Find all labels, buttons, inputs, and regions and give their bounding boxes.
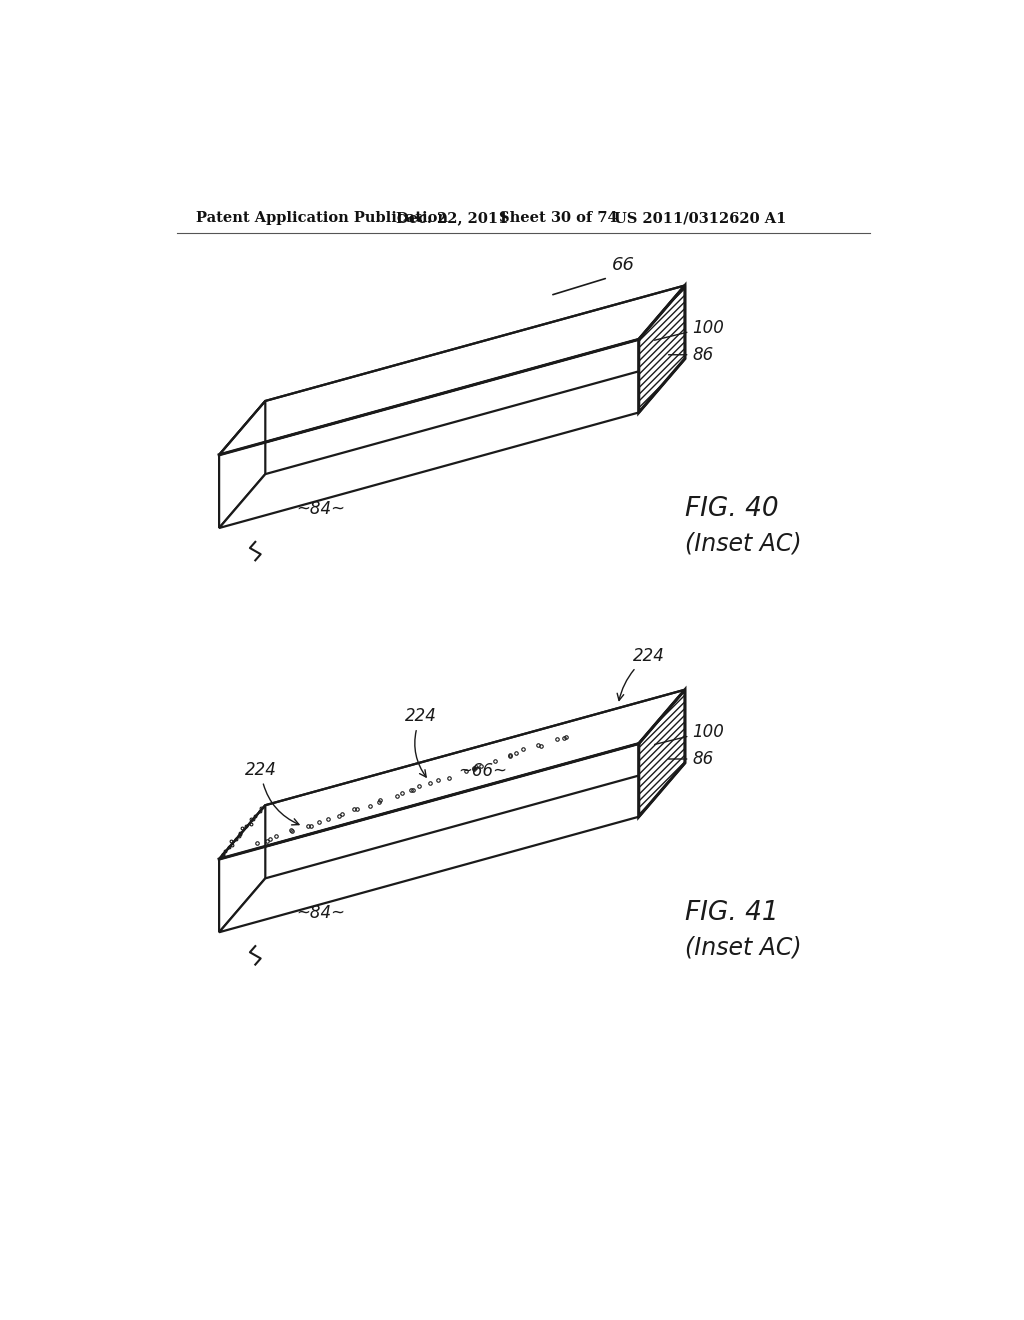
Text: 224: 224 xyxy=(245,760,299,825)
Text: FIG. 40: FIG. 40 xyxy=(685,496,778,521)
Polygon shape xyxy=(639,285,685,412)
Text: (Inset AC): (Inset AC) xyxy=(685,936,802,960)
Text: 224: 224 xyxy=(617,647,665,701)
Text: Patent Application Publication: Patent Application Publication xyxy=(196,211,449,226)
Polygon shape xyxy=(219,805,265,932)
Text: 224: 224 xyxy=(406,708,437,777)
Text: ~66~: ~66~ xyxy=(459,762,507,780)
Text: ~84~: ~84~ xyxy=(296,500,345,517)
Text: 100: 100 xyxy=(692,319,725,337)
Text: ~84~: ~84~ xyxy=(296,904,345,921)
Text: Sheet 30 of 74: Sheet 30 of 74 xyxy=(499,211,617,226)
Text: (Inset AC): (Inset AC) xyxy=(685,532,802,556)
Text: 66: 66 xyxy=(611,256,635,275)
Text: Dec. 22, 2011: Dec. 22, 2011 xyxy=(396,211,509,226)
Polygon shape xyxy=(639,689,685,817)
Polygon shape xyxy=(219,285,685,455)
Polygon shape xyxy=(219,359,685,528)
Text: 100: 100 xyxy=(692,723,725,741)
Polygon shape xyxy=(219,763,685,932)
Text: FIG. 41: FIG. 41 xyxy=(685,900,778,927)
Text: 86: 86 xyxy=(692,346,714,364)
Polygon shape xyxy=(219,689,685,859)
Text: US 2011/0312620 A1: US 2011/0312620 A1 xyxy=(614,211,786,226)
Text: 86: 86 xyxy=(692,750,714,768)
Polygon shape xyxy=(219,401,265,528)
